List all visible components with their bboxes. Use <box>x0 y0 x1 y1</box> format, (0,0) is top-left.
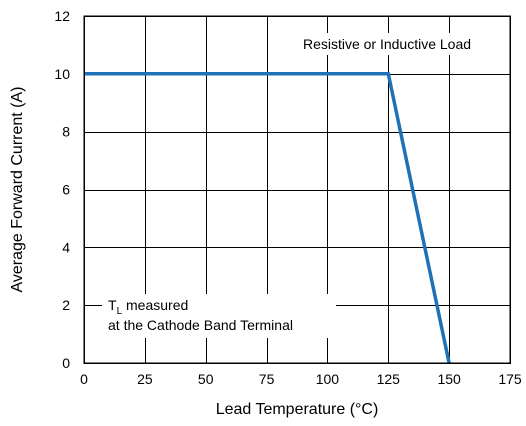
x-tick-label: 150 <box>437 371 461 387</box>
x-tick-label: 0 <box>80 371 88 387</box>
plot-frame <box>83 15 511 364</box>
tl-symbol: T <box>108 297 117 313</box>
x-tick-label: 75 <box>259 371 275 387</box>
tl-label-background <box>102 294 336 338</box>
x-tick-label: 100 <box>316 371 340 387</box>
x-tick-label: 175 <box>498 371 522 387</box>
y-tick-labels: 0 2 4 6 8 10 12 <box>54 8 70 371</box>
x-tick-label: 25 <box>137 371 153 387</box>
y-tick-label: 4 <box>62 239 70 255</box>
y-tick-label: 8 <box>62 124 70 140</box>
y-tick-label: 12 <box>54 8 70 24</box>
y-tick-label: 10 <box>54 66 70 82</box>
x-axis-title: Lead Temperature (°C) <box>216 401 379 418</box>
y-tick-label: 2 <box>62 297 70 313</box>
y-axis-title: Average Forward Current (A) <box>9 87 26 293</box>
y-tick-label: 0 <box>62 355 70 371</box>
tl-measured-text: measured <box>122 297 188 313</box>
tl-measured-annotation: TL measured <box>108 297 188 317</box>
x-tick-labels: 0 25 50 75 100 125 150 175 <box>80 371 522 387</box>
load-label-background <box>282 33 492 55</box>
x-tick-label: 50 <box>198 371 214 387</box>
load-type-annotation: Resistive or Inductive Load <box>303 36 471 52</box>
y-tick-label: 6 <box>62 182 70 198</box>
tl-subscript: L <box>117 306 123 317</box>
x-tick-label: 125 <box>377 371 401 387</box>
series-line-forward-current <box>84 72 451 364</box>
tl-location-annotation: at the Cathode Band Terminal <box>108 317 293 333</box>
